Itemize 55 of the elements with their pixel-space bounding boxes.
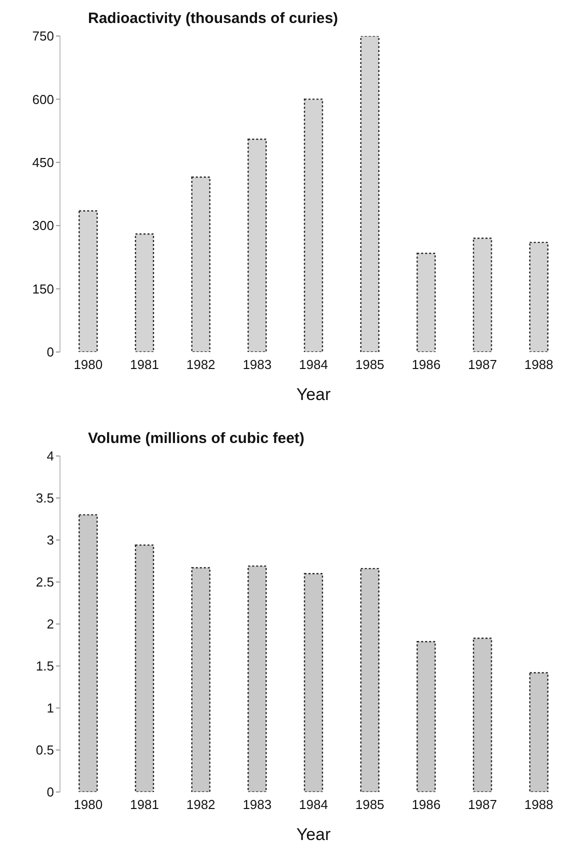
x-tick-label: 1988 <box>524 797 554 812</box>
bar <box>529 672 548 792</box>
x-tick-label: 1988 <box>524 357 554 372</box>
bar <box>360 568 380 792</box>
x-tick-label: 1984 <box>299 797 328 812</box>
x-tick-label: 1980 <box>74 797 103 812</box>
x-axis-title: Year <box>296 385 332 404</box>
bar <box>416 641 436 792</box>
bar <box>529 242 548 352</box>
y-tick-label: 1 <box>46 700 54 716</box>
y-tick-label: 150 <box>32 281 54 296</box>
bar <box>134 233 154 352</box>
x-tick-label: 1983 <box>242 797 272 812</box>
x-tick-label: 1987 <box>468 357 497 372</box>
y-tick-label: 0.5 <box>36 742 54 758</box>
bar <box>248 565 267 792</box>
x-tick-label: 1980 <box>74 357 103 372</box>
y-tick-label: 3.5 <box>36 490 54 506</box>
x-tick-label: 1981 <box>130 797 159 812</box>
bar <box>472 638 492 792</box>
y-tick-label: 750 <box>32 28 54 44</box>
y-tick-label: 1.5 <box>36 658 54 674</box>
bar <box>416 252 436 352</box>
bar <box>248 138 267 352</box>
bar <box>191 176 210 352</box>
y-tick-label: 600 <box>32 92 54 107</box>
bar <box>78 210 98 352</box>
x-tick-label: 1986 <box>412 357 441 372</box>
bar <box>360 36 380 352</box>
x-tick-label: 1985 <box>355 797 384 812</box>
bar <box>78 514 98 792</box>
y-axis-title: Volume (millions of cubic feet) <box>88 430 304 447</box>
y-tick-label: 4 <box>46 448 54 464</box>
x-tick-label: 1981 <box>130 357 159 372</box>
bar <box>304 573 324 792</box>
bar <box>472 238 492 352</box>
x-tick-label: 1982 <box>186 357 216 372</box>
y-tick-label: 0 <box>46 784 54 800</box>
y-tick-label: 2 <box>46 616 54 632</box>
x-tick-label: 1986 <box>412 797 441 812</box>
x-tick-label: 1984 <box>299 357 328 372</box>
y-tick-label: 450 <box>32 155 54 170</box>
x-tick-label: 1983 <box>242 357 272 372</box>
x-tick-label: 1985 <box>355 357 384 372</box>
bar <box>191 567 210 792</box>
bar <box>134 544 154 792</box>
x-axis-title: Year <box>296 825 332 844</box>
y-axis-title: Radioactivity (thousands of curies) <box>88 10 338 27</box>
y-tick-label: 0 <box>46 344 54 360</box>
y-tick-label: 2.5 <box>36 574 54 590</box>
y-tick-label: 3 <box>46 532 54 548</box>
x-tick-label: 1982 <box>186 797 216 812</box>
bar <box>304 98 324 352</box>
x-tick-label: 1987 <box>468 797 497 812</box>
y-tick-label: 300 <box>32 218 54 234</box>
